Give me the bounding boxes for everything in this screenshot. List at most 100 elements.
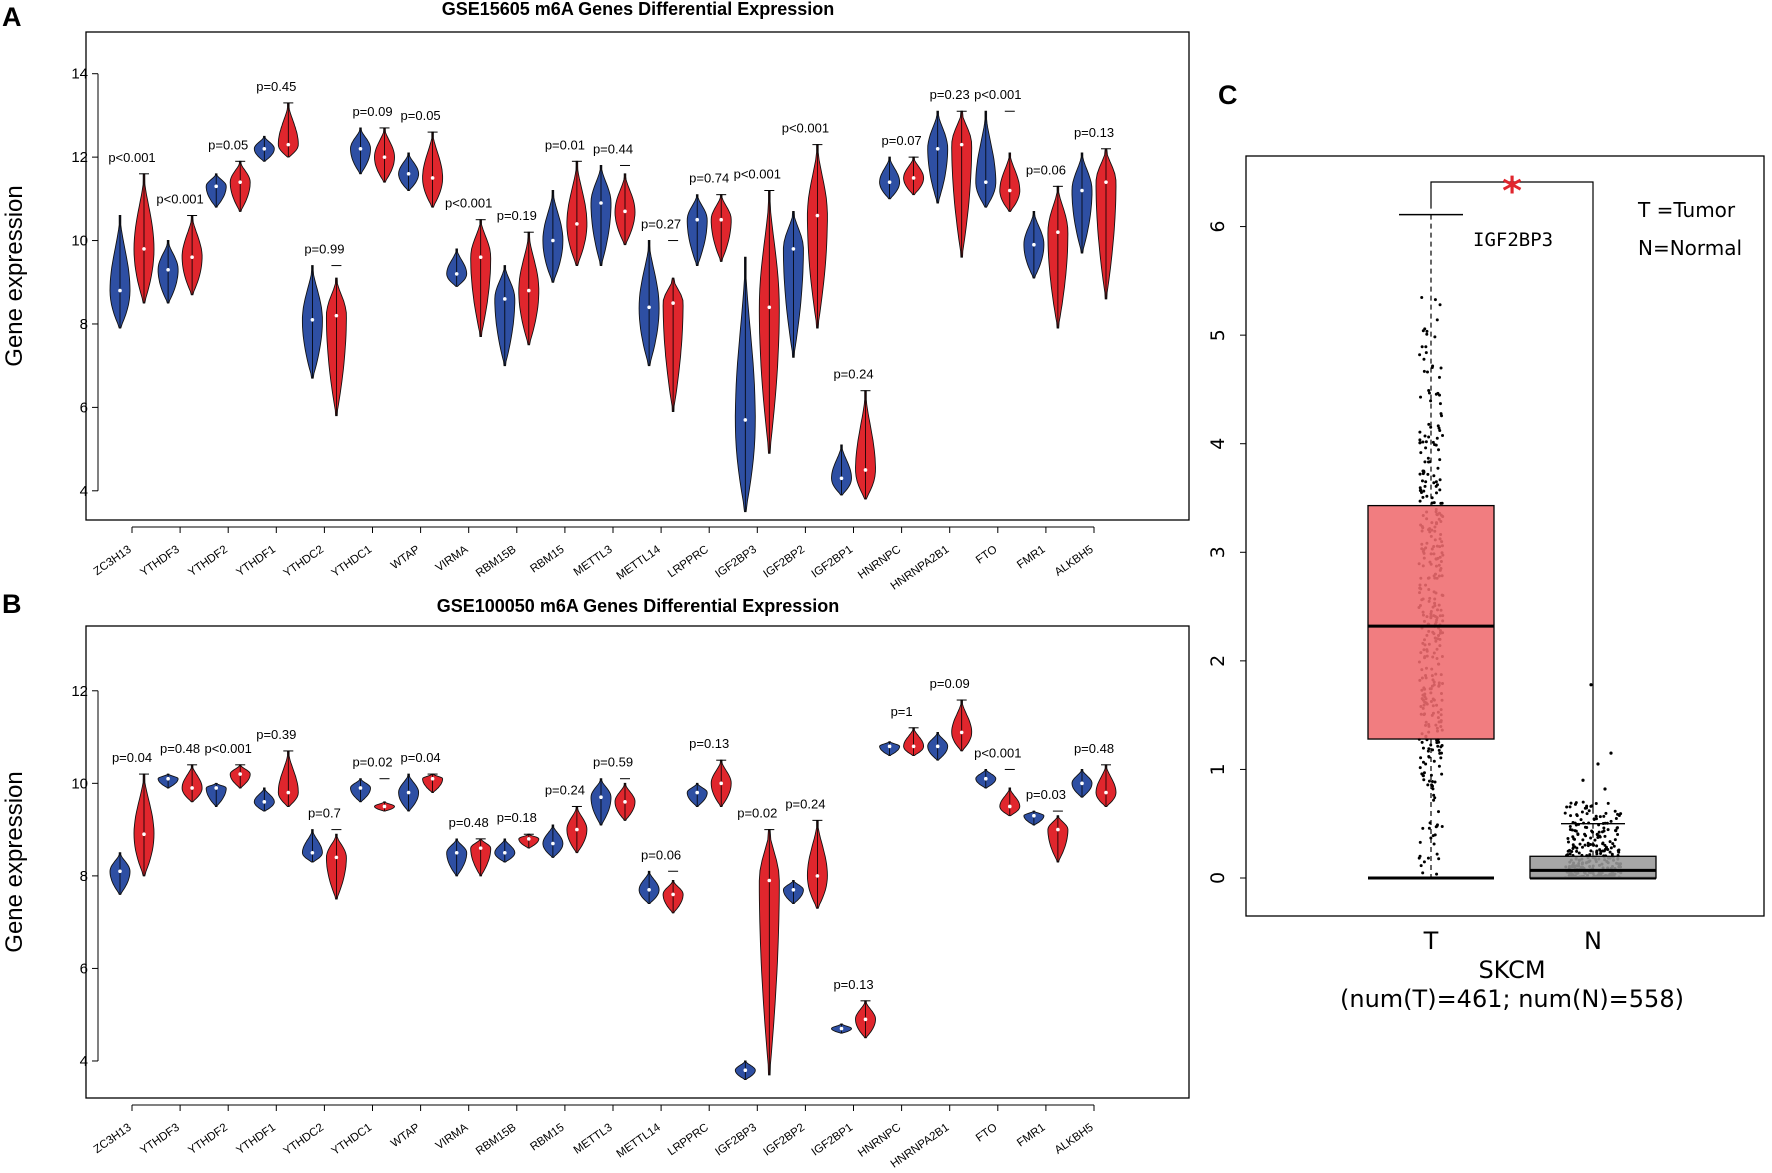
x-tick-label: YTHDF2 (186, 544, 230, 579)
data-point (1574, 801, 1578, 805)
data-point (1425, 332, 1429, 336)
data-point (1429, 399, 1433, 403)
x-tick-label: YTHDF1 (234, 544, 278, 579)
median-point (503, 297, 507, 301)
data-point (1423, 460, 1427, 464)
data-point (1417, 856, 1421, 860)
data-point (1589, 849, 1593, 853)
median-point (262, 800, 267, 804)
data-point (1568, 805, 1572, 809)
data-point (1419, 864, 1423, 868)
median-point (190, 255, 194, 260)
p-value-label: p=0.13 (689, 736, 729, 751)
x-tick-label: ZC3H13 (92, 1122, 134, 1156)
data-point (1593, 838, 1597, 842)
y-tick-label: 4 (80, 1053, 88, 1070)
plot-frame (1245, 155, 1765, 917)
data-point (1587, 809, 1591, 813)
data-point (1568, 848, 1572, 852)
data-point (1577, 851, 1581, 855)
median-point (166, 776, 170, 781)
data-point (1609, 819, 1613, 823)
data-point (1434, 392, 1438, 396)
x-tick-label: METTL3 (572, 544, 615, 579)
median-point (623, 800, 627, 804)
data-point (1614, 829, 1618, 833)
data-point (1426, 783, 1430, 787)
data-point (1418, 766, 1422, 770)
y-tick-label: 6 (80, 399, 88, 416)
data-point (1433, 796, 1437, 800)
y-tick-label: 6 (1207, 221, 1229, 233)
data-point (1614, 817, 1618, 821)
dataset-label: SKCM (1478, 956, 1545, 984)
p-value-label: p=0.48 (449, 815, 489, 830)
data-point (1425, 370, 1429, 374)
x-tick-label: IGF2BP1 (810, 1122, 856, 1159)
data-point (1595, 849, 1599, 853)
x-tick-label: FMR1 (1015, 544, 1048, 572)
data-point (1427, 435, 1431, 439)
data-point (1594, 814, 1598, 818)
data-point (1602, 826, 1606, 830)
y-tick-label: 8 (80, 868, 88, 885)
median-point (743, 1068, 748, 1073)
median-point (382, 155, 387, 159)
x-tick-label: HNRNPC (856, 544, 903, 582)
data-point (1575, 813, 1579, 817)
x-tick-label: IGF2BP1 (810, 544, 856, 581)
data-point (1571, 843, 1575, 847)
median-point (527, 837, 531, 841)
data-point (1602, 814, 1606, 818)
data-point (1437, 748, 1441, 752)
median-point (719, 781, 723, 786)
median-point (767, 878, 772, 883)
data-point (1431, 440, 1435, 444)
median-point (478, 255, 483, 260)
p-value-label: p=0.99 (304, 242, 344, 257)
median-point (334, 855, 339, 860)
median-point (551, 841, 555, 846)
x-tick-label: WTAP (389, 1121, 423, 1150)
median-point (791, 887, 796, 892)
data-point (1576, 832, 1580, 836)
x-tick-label: METTL14 (615, 543, 664, 582)
data-point (1439, 756, 1443, 760)
x-tick-label: FTO (974, 544, 1000, 567)
x-tick-label: YTHDC1 (330, 1122, 375, 1158)
x-tick-label: RBM15B (474, 1121, 519, 1157)
data-point (1586, 844, 1590, 848)
x-tick-label: RBM15 (528, 1122, 566, 1154)
data-point (1420, 296, 1424, 300)
data-point (1427, 389, 1431, 393)
data-point (1422, 357, 1426, 361)
p-value-label: p=0.13 (833, 977, 873, 992)
data-point (1440, 772, 1444, 776)
y-tick-label: 2 (1207, 655, 1229, 667)
data-point (1583, 843, 1587, 847)
data-point (1425, 329, 1429, 333)
median-point (647, 887, 651, 892)
data-point (1427, 391, 1431, 395)
median-point (527, 288, 531, 293)
x-tick-label: YTHDC1 (330, 544, 375, 580)
box-marks (1367, 181, 1657, 880)
median-point (863, 1017, 868, 1022)
data-point (1426, 472, 1430, 476)
x-tick-label: IGF2BP3 (713, 1122, 759, 1159)
data-point (1619, 812, 1623, 816)
data-point (1573, 837, 1577, 841)
data-point (1432, 842, 1436, 846)
median-point (959, 730, 964, 735)
data-point (1421, 440, 1425, 444)
p-value-label: p=0.24 (545, 782, 585, 797)
x-tick-label-t: T (1423, 927, 1439, 955)
data-point (1599, 851, 1603, 855)
p-value-labels: p<0.001 p<0.001 p=0.05 p=0.45 p=0.99 p=0.09 p=… (108, 79, 1114, 382)
data-point (1420, 479, 1424, 483)
data-point (1595, 844, 1599, 848)
x-tick-label: RBM15 (528, 544, 566, 576)
data-point (1418, 499, 1422, 503)
data-point (1589, 836, 1593, 840)
data-point (1573, 845, 1577, 849)
